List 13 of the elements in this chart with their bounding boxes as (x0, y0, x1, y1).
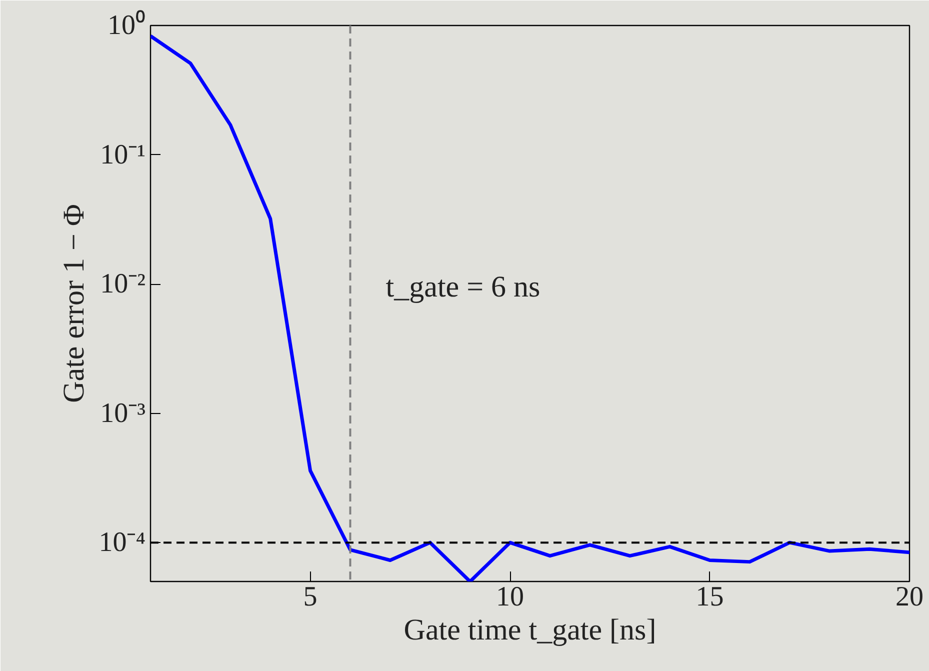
x-axis-title: Gate time t_gate [ns] (404, 614, 656, 646)
line-series (150, 34, 910, 582)
annotation: t_gate = 6 ns (386, 270, 540, 304)
y-axis-title: Gate error 1 − Φ (58, 204, 91, 403)
x-tick-label: 10 (496, 582, 524, 612)
x-tick-label: 5 (303, 582, 318, 612)
x-tick-label: 15 (696, 582, 724, 612)
y-tick-label: 10⁻⁴ (98, 527, 146, 558)
y-tick-label: 10⁰ (108, 10, 146, 41)
y-tick-label: 10⁻² (100, 268, 146, 300)
y-tick-label: 10⁻¹ (100, 139, 146, 170)
x-tick-label: 20 (896, 582, 924, 612)
y-tick-label: 10⁻³ (100, 398, 146, 429)
